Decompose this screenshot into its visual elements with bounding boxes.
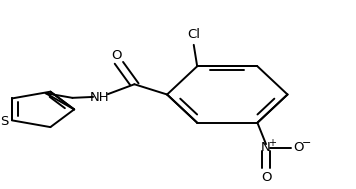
Text: +: + bbox=[268, 138, 276, 148]
Text: O: O bbox=[261, 171, 271, 184]
Text: −: − bbox=[302, 138, 311, 148]
Text: S: S bbox=[0, 115, 9, 128]
Text: N: N bbox=[261, 141, 271, 154]
Text: NH: NH bbox=[90, 91, 110, 104]
Text: O: O bbox=[111, 49, 121, 62]
Text: Cl: Cl bbox=[187, 28, 200, 41]
Text: O: O bbox=[293, 141, 304, 154]
